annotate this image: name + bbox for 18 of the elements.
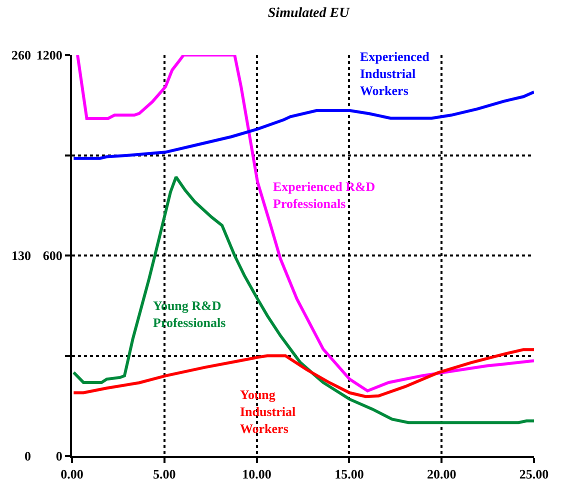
y2-tick-label: 0 — [24, 448, 31, 464]
y-tick-label: 600 — [42, 248, 62, 264]
x-tick-label: 10.00 — [242, 466, 272, 482]
x-tick-label: 0.00 — [60, 466, 84, 482]
series-label: Experienced Industrial Workers — [360, 49, 430, 98]
chart-title: Simulated EU — [268, 6, 350, 22]
series-label: Young R&D Professionals — [153, 298, 226, 330]
line-series — [72, 175, 534, 424]
series-label: Young Industrial Workers — [240, 387, 296, 436]
x-tick-label: 25.00 — [519, 466, 549, 482]
y-tick-label: 1200 — [36, 48, 62, 63]
y2-tick-label: 260 — [12, 48, 31, 63]
x-tick-label: 5.00 — [153, 466, 176, 482]
x-tick-label: 20.00 — [426, 466, 456, 482]
x-tick-label: 15.00 — [334, 466, 364, 482]
y-tick-label: 0 — [56, 448, 62, 464]
y2-tick-label: 130 — [12, 248, 31, 264]
series-label: Experienced R&D Professionals — [273, 179, 376, 211]
